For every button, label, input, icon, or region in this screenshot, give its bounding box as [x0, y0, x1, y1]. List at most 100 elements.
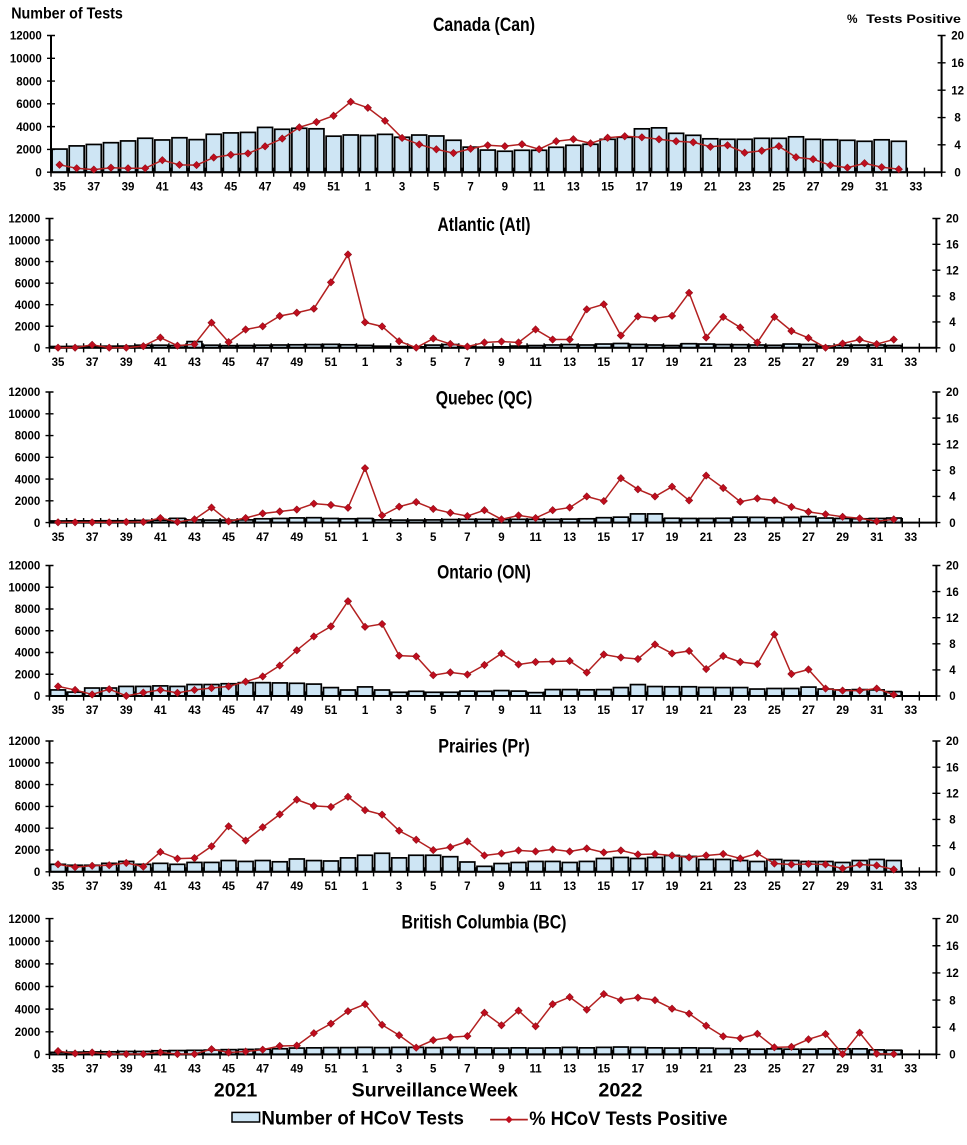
svg-text:1: 1: [362, 1064, 369, 1076]
svg-text:23: 23: [738, 181, 751, 193]
svg-text:0: 0: [949, 867, 955, 879]
svg-text:0: 0: [954, 167, 960, 179]
svg-text:49: 49: [290, 705, 303, 717]
svg-text:2000: 2000: [16, 145, 42, 157]
svg-text:3: 3: [399, 181, 405, 193]
svg-text:9: 9: [498, 357, 504, 369]
svg-text:20: 20: [951, 31, 964, 43]
svg-text:31: 31: [870, 532, 883, 544]
svg-text:17: 17: [632, 1064, 645, 1076]
svg-text:21: 21: [700, 1064, 713, 1076]
svg-text:19: 19: [666, 1064, 679, 1076]
svg-text:15: 15: [597, 705, 610, 717]
svg-text:11: 11: [530, 532, 543, 544]
svg-text:0: 0: [34, 867, 40, 879]
svg-text:20: 20: [946, 214, 959, 226]
svg-text:35: 35: [53, 181, 66, 193]
svg-text:15: 15: [597, 881, 610, 893]
svg-text:11: 11: [533, 181, 546, 193]
svg-text:49: 49: [290, 357, 303, 369]
svg-text:16: 16: [946, 240, 959, 252]
svg-text:6000: 6000: [15, 626, 41, 638]
svg-text:45: 45: [224, 181, 237, 193]
svg-text:9: 9: [498, 1064, 504, 1076]
svg-text:16: 16: [946, 413, 959, 425]
svg-text:39: 39: [120, 705, 133, 717]
svg-text:33: 33: [910, 181, 923, 193]
svg-text:8000: 8000: [16, 76, 42, 88]
svg-text:10000: 10000: [8, 936, 40, 948]
svg-text:2000: 2000: [15, 669, 41, 681]
svg-text:8: 8: [949, 815, 956, 827]
svg-text:11: 11: [530, 705, 543, 717]
svg-text:3: 3: [396, 881, 402, 893]
svg-text:51: 51: [327, 181, 340, 193]
svg-text:21: 21: [700, 357, 713, 369]
svg-text:3: 3: [396, 532, 402, 544]
svg-text:3: 3: [396, 357, 402, 369]
svg-text:45: 45: [222, 1064, 235, 1076]
svg-text:27: 27: [802, 705, 815, 717]
svg-text:45: 45: [222, 357, 235, 369]
svg-text:31: 31: [870, 881, 883, 893]
svg-text:17: 17: [632, 357, 645, 369]
svg-text:12000: 12000: [8, 387, 40, 399]
svg-text:8000: 8000: [15, 431, 41, 443]
svg-text:15: 15: [597, 357, 610, 369]
svg-text:33: 33: [904, 881, 917, 893]
svg-text:2000: 2000: [15, 845, 41, 857]
svg-text:9: 9: [498, 532, 504, 544]
svg-text:13: 13: [563, 705, 576, 717]
svg-text:0: 0: [949, 691, 955, 703]
svg-text:19: 19: [666, 357, 679, 369]
svg-text:2021: 2021: [214, 1079, 258, 1101]
svg-text:37: 37: [86, 357, 99, 369]
svg-text:29: 29: [836, 705, 849, 717]
svg-text:% HCoV Tests Positive: % HCoV Tests Positive: [529, 1109, 727, 1130]
svg-text:1: 1: [362, 532, 369, 544]
svg-text:35: 35: [52, 881, 65, 893]
svg-text:19: 19: [670, 181, 683, 193]
svg-text:15: 15: [597, 532, 610, 544]
svg-text:51: 51: [325, 881, 338, 893]
svg-text:4: 4: [949, 665, 956, 677]
svg-text:0: 0: [34, 343, 40, 355]
svg-text:10000: 10000: [8, 235, 40, 247]
svg-text:8000: 8000: [15, 959, 41, 971]
svg-text:20: 20: [946, 561, 959, 573]
svg-text:35: 35: [52, 1064, 65, 1076]
svg-text:20: 20: [946, 387, 959, 399]
svg-text:Ontario (ON): Ontario (ON): [437, 562, 531, 583]
svg-text:3: 3: [396, 705, 402, 717]
svg-text:9: 9: [498, 881, 504, 893]
svg-text:13: 13: [563, 532, 576, 544]
svg-text:21: 21: [700, 532, 713, 544]
svg-text:37: 37: [86, 532, 99, 544]
svg-text:5: 5: [430, 705, 437, 717]
svg-text:4: 4: [949, 1022, 956, 1034]
svg-text:47: 47: [259, 181, 272, 193]
svg-text:6000: 6000: [15, 278, 41, 290]
svg-text:7: 7: [464, 357, 470, 369]
svg-text:0: 0: [949, 343, 955, 355]
svg-text:41: 41: [156, 181, 169, 193]
svg-text:2022: 2022: [598, 1079, 642, 1101]
svg-text:49: 49: [290, 532, 303, 544]
svg-text:39: 39: [120, 532, 133, 544]
svg-text:8000: 8000: [15, 780, 41, 792]
svg-text:23: 23: [734, 532, 747, 544]
svg-text:5: 5: [430, 881, 437, 893]
svg-text:6000: 6000: [16, 99, 42, 111]
svg-text:2000: 2000: [15, 321, 41, 333]
svg-text:23: 23: [734, 705, 747, 717]
svg-text:4: 4: [949, 492, 956, 504]
svg-text:7: 7: [464, 532, 470, 544]
svg-text:49: 49: [290, 1064, 303, 1076]
svg-text:35: 35: [52, 357, 65, 369]
svg-text:47: 47: [256, 357, 269, 369]
svg-text:29: 29: [836, 881, 849, 893]
svg-text:27: 27: [802, 1064, 815, 1076]
svg-text:20: 20: [946, 914, 959, 926]
svg-text:5: 5: [430, 357, 437, 369]
svg-text:37: 37: [86, 1064, 99, 1076]
